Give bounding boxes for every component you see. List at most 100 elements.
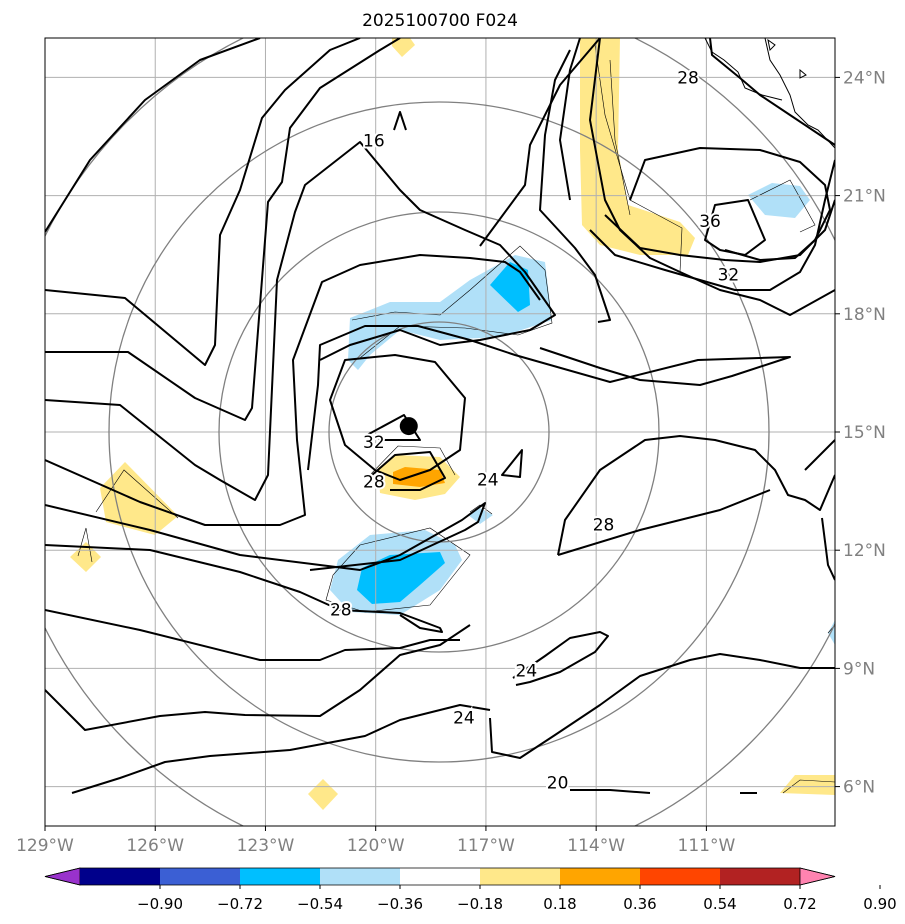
longitude-tick-labels: 129°W 126°W 123°W 120°W 117°W 114°W 111°W — [16, 826, 735, 856]
colorbar-tick-label: −0.18 — [457, 895, 503, 913]
shade-negative-north-core — [490, 262, 530, 312]
colorbar-segment — [480, 868, 561, 885]
contour-east-edge-2 — [821, 517, 835, 581]
lon-tick-label: 111°W — [678, 836, 736, 856]
contour-label: 32 — [363, 433, 385, 453]
contour-south-28 — [45, 544, 443, 633]
shade-positive-ribbon — [580, 38, 695, 255]
contour-east-edge — [804, 439, 835, 471]
contour-far-nw-3 — [45, 38, 401, 421]
storm-center-marker — [399, 417, 418, 436]
colorbar-segment — [400, 868, 481, 885]
shade-negative-ne — [748, 183, 810, 218]
contour-ne-3 — [539, 49, 611, 323]
contour-wrap-2 — [45, 254, 541, 526]
contour-wrap-1 — [45, 141, 556, 501]
contour-lines — [45, 38, 835, 794]
shade-positive-top — [392, 38, 415, 57]
colorbar-outline — [44, 867, 836, 886]
map-area: 16 28 36 32 32 28 24 28 28 24 24 20 — [45, 38, 835, 826]
shade-positive-se — [780, 775, 835, 795]
outline-small — [469, 504, 493, 515]
island-1 — [767, 38, 776, 52]
colorbar-tick-label: 0.54 — [703, 895, 736, 913]
contour-wrap-3 — [45, 502, 486, 571]
lon-tick-label: 120°W — [347, 836, 405, 856]
shade-negative-south-core — [357, 552, 445, 604]
colorbar-tick-label: 0.90 — [863, 895, 896, 913]
contour-label: 16 — [363, 131, 385, 151]
outline-ribbon-inner — [609, 59, 631, 216]
contour-far-nw-2 — [45, 38, 361, 366]
range-ring-3 — [108, 101, 770, 763]
colorbar-tick-label: −0.36 — [377, 895, 423, 913]
contour-ne-ring-inner — [629, 147, 831, 261]
contour-east-28 — [557, 435, 835, 556]
latitude-tick-labels: 24°N 21°N 18°N 15°N 12°N 9°N 6°N — [835, 68, 886, 798]
contour-label: 28 — [593, 516, 615, 536]
colorbar-tick-label: −0.54 — [297, 895, 343, 913]
contour-east-28b — [557, 489, 771, 556]
outline-se — [782, 779, 835, 794]
lat-tick-label: 6°N — [843, 778, 875, 798]
contour-label: 24 — [516, 661, 538, 681]
contour-label: 20 — [547, 774, 569, 794]
lon-tick-label: 117°W — [457, 836, 515, 856]
colorbar-tick-label: 0.72 — [783, 895, 816, 913]
outline-west — [95, 469, 179, 519]
contour-label: 28 — [330, 600, 352, 620]
contour-ne-1 — [479, 38, 601, 247]
contour-28-center — [371, 451, 446, 491]
island-2 — [799, 68, 807, 79]
contour-label: 32 — [718, 265, 740, 285]
contour-label: 24 — [477, 470, 499, 490]
lat-tick-label: 24°N — [843, 68, 886, 88]
contour-ne-ring-outer — [589, 159, 835, 291]
contour-24-se — [512, 631, 609, 686]
lon-tick-label: 114°W — [567, 836, 625, 856]
colorbar-tick-label: −0.90 — [137, 895, 183, 913]
colorbar-segment — [240, 868, 321, 885]
contour-20-east — [570, 789, 651, 794]
outline-ne — [749, 179, 816, 233]
contour-label: 28 — [677, 68, 699, 88]
lon-tick-label: 123°W — [237, 836, 295, 856]
contour-ne-2 — [559, 38, 581, 201]
outline-center — [369, 445, 456, 476]
baja-coast — [764, 38, 835, 149]
contour-inner-32 — [329, 354, 466, 481]
lon-tick-label: 129°W — [16, 836, 74, 856]
contour-south-24 — [45, 609, 460, 661]
contour-wrap-4 — [307, 325, 791, 471]
range-ring-2 — [218, 211, 660, 653]
lat-tick-label: 9°N — [843, 659, 875, 679]
contour-ne-arc — [589, 38, 835, 316]
lat-tick-label: 18°N — [843, 305, 886, 325]
contour-ne-36 — [704, 199, 766, 256]
contour-far-nw-1 — [45, 38, 261, 233]
contour-south-26 — [45, 624, 471, 731]
colorbar-tick-labels: −0.90 −0.72 −0.54 −0.36 −0.18 0.18 0.36 0.54 0.7… — [137, 885, 897, 913]
colorbar-segment — [320, 868, 401, 885]
contour-label: 28 — [363, 472, 385, 492]
colorbar-extend-low — [44, 867, 81, 886]
colorbar-tick-label: −0.72 — [217, 895, 263, 913]
contour-20 — [71, 704, 491, 794]
contour-24-south — [489, 653, 835, 759]
colorbar-segment — [720, 868, 801, 885]
contour-label: 24 — [453, 709, 475, 729]
contour-labels: 16 28 36 32 32 28 24 28 28 24 24 20 — [328, 66, 741, 795]
colorbar-segment — [560, 868, 641, 885]
contour-24-small — [501, 449, 523, 478]
contour-ne-ring-mid — [604, 199, 835, 263]
colorbar-tick-label: 0.36 — [623, 895, 656, 913]
colorbar-extend-high — [799, 867, 836, 886]
contour-label: 36 — [699, 212, 721, 232]
lon-tick-label: 126°W — [126, 836, 184, 856]
colorbar-tick-label: 0.18 — [543, 895, 576, 913]
contour-peak-32 — [366, 414, 421, 441]
shade-positive-far-west — [70, 542, 101, 572]
lat-tick-label: 15°N — [843, 423, 886, 443]
colorbar — [44, 867, 836, 886]
